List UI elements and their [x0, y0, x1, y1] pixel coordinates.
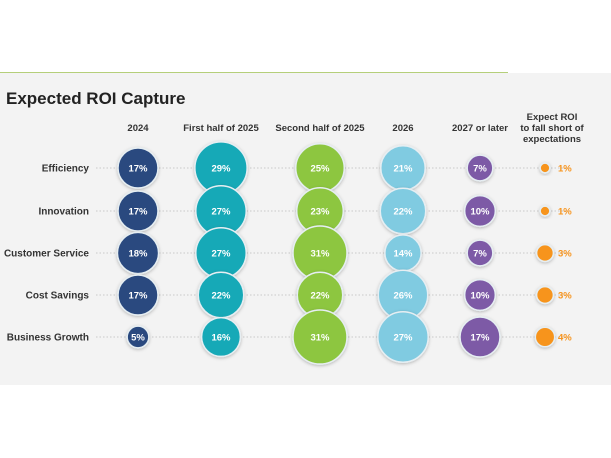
column-header: Expect ROI to fall short of expectations [520, 112, 584, 145]
row-label: Cost Savings [26, 291, 90, 302]
data-label: 7% [473, 164, 487, 175]
data-label: 1% [558, 207, 572, 218]
column-header: 2027 or later [452, 123, 508, 134]
data-label: 16% [211, 333, 231, 344]
data-label: 14% [393, 249, 413, 260]
data-label: 4% [558, 333, 572, 344]
data-label: 27% [211, 249, 231, 260]
row-label: Business Growth [7, 333, 89, 344]
data-label: 31% [310, 333, 330, 344]
bubble-efficiency-4 [466, 154, 494, 182]
bubble-cost-savings-4 [463, 278, 497, 312]
data-label: 23% [310, 207, 330, 218]
data-label: 17% [128, 164, 148, 175]
data-label: 3% [558, 291, 572, 302]
bubble-innovation-3 [379, 187, 427, 235]
column-header: Second half of 2025 [275, 123, 365, 134]
bubble-customer-service-0 [116, 231, 160, 275]
data-label: 27% [211, 207, 231, 218]
bubble-efficiency-0 [117, 147, 159, 189]
data-label: 5% [131, 333, 145, 344]
bubble-business-growth-0 [126, 325, 150, 349]
column-header: First half of 2025 [183, 123, 259, 134]
data-label: 22% [310, 291, 330, 302]
data-label: 21% [393, 164, 413, 175]
column-header: 2026 [392, 123, 413, 134]
data-label: 25% [310, 164, 330, 175]
row-label: Innovation [38, 207, 89, 218]
data-label: 26% [393, 291, 413, 302]
data-label: 29% [211, 164, 231, 175]
bubble-customer-service-4 [466, 239, 494, 267]
bubble-cost-savings-5 [535, 285, 555, 305]
bubble-cost-savings-0 [117, 274, 159, 316]
bubble-innovation-0 [117, 190, 159, 232]
bubble-efficiency-5 [539, 162, 551, 174]
data-label: 17% [128, 291, 148, 302]
data-label: 1% [558, 164, 572, 175]
bubble-customer-service-5 [535, 243, 555, 263]
data-label: 10% [470, 207, 490, 218]
bubble-business-growth-3 [377, 311, 429, 363]
data-label: 22% [393, 207, 413, 218]
data-label: 31% [310, 249, 330, 260]
bubble-innovation-5 [539, 205, 551, 217]
data-label: 7% [473, 249, 487, 260]
data-label: 17% [128, 207, 148, 218]
bubble-business-growth-5 [534, 326, 556, 348]
data-label: 18% [128, 249, 148, 260]
bubble-innovation-4 [463, 194, 497, 228]
column-header: 2024 [127, 123, 149, 134]
top-divider [0, 72, 508, 73]
bubble-business-growth-4 [459, 316, 501, 358]
data-label: 17% [470, 333, 490, 344]
bubble-business-growth-1 [200, 316, 242, 358]
row-label: Customer Service [4, 249, 89, 260]
chart-title: Expected ROI Capture [6, 89, 186, 108]
data-label: 3% [558, 249, 572, 260]
data-label: 10% [470, 291, 490, 302]
row-label: Efficiency [42, 164, 90, 175]
data-label: 27% [393, 333, 413, 344]
data-label: 22% [211, 291, 231, 302]
bubble-business-growth-2 [292, 309, 348, 365]
